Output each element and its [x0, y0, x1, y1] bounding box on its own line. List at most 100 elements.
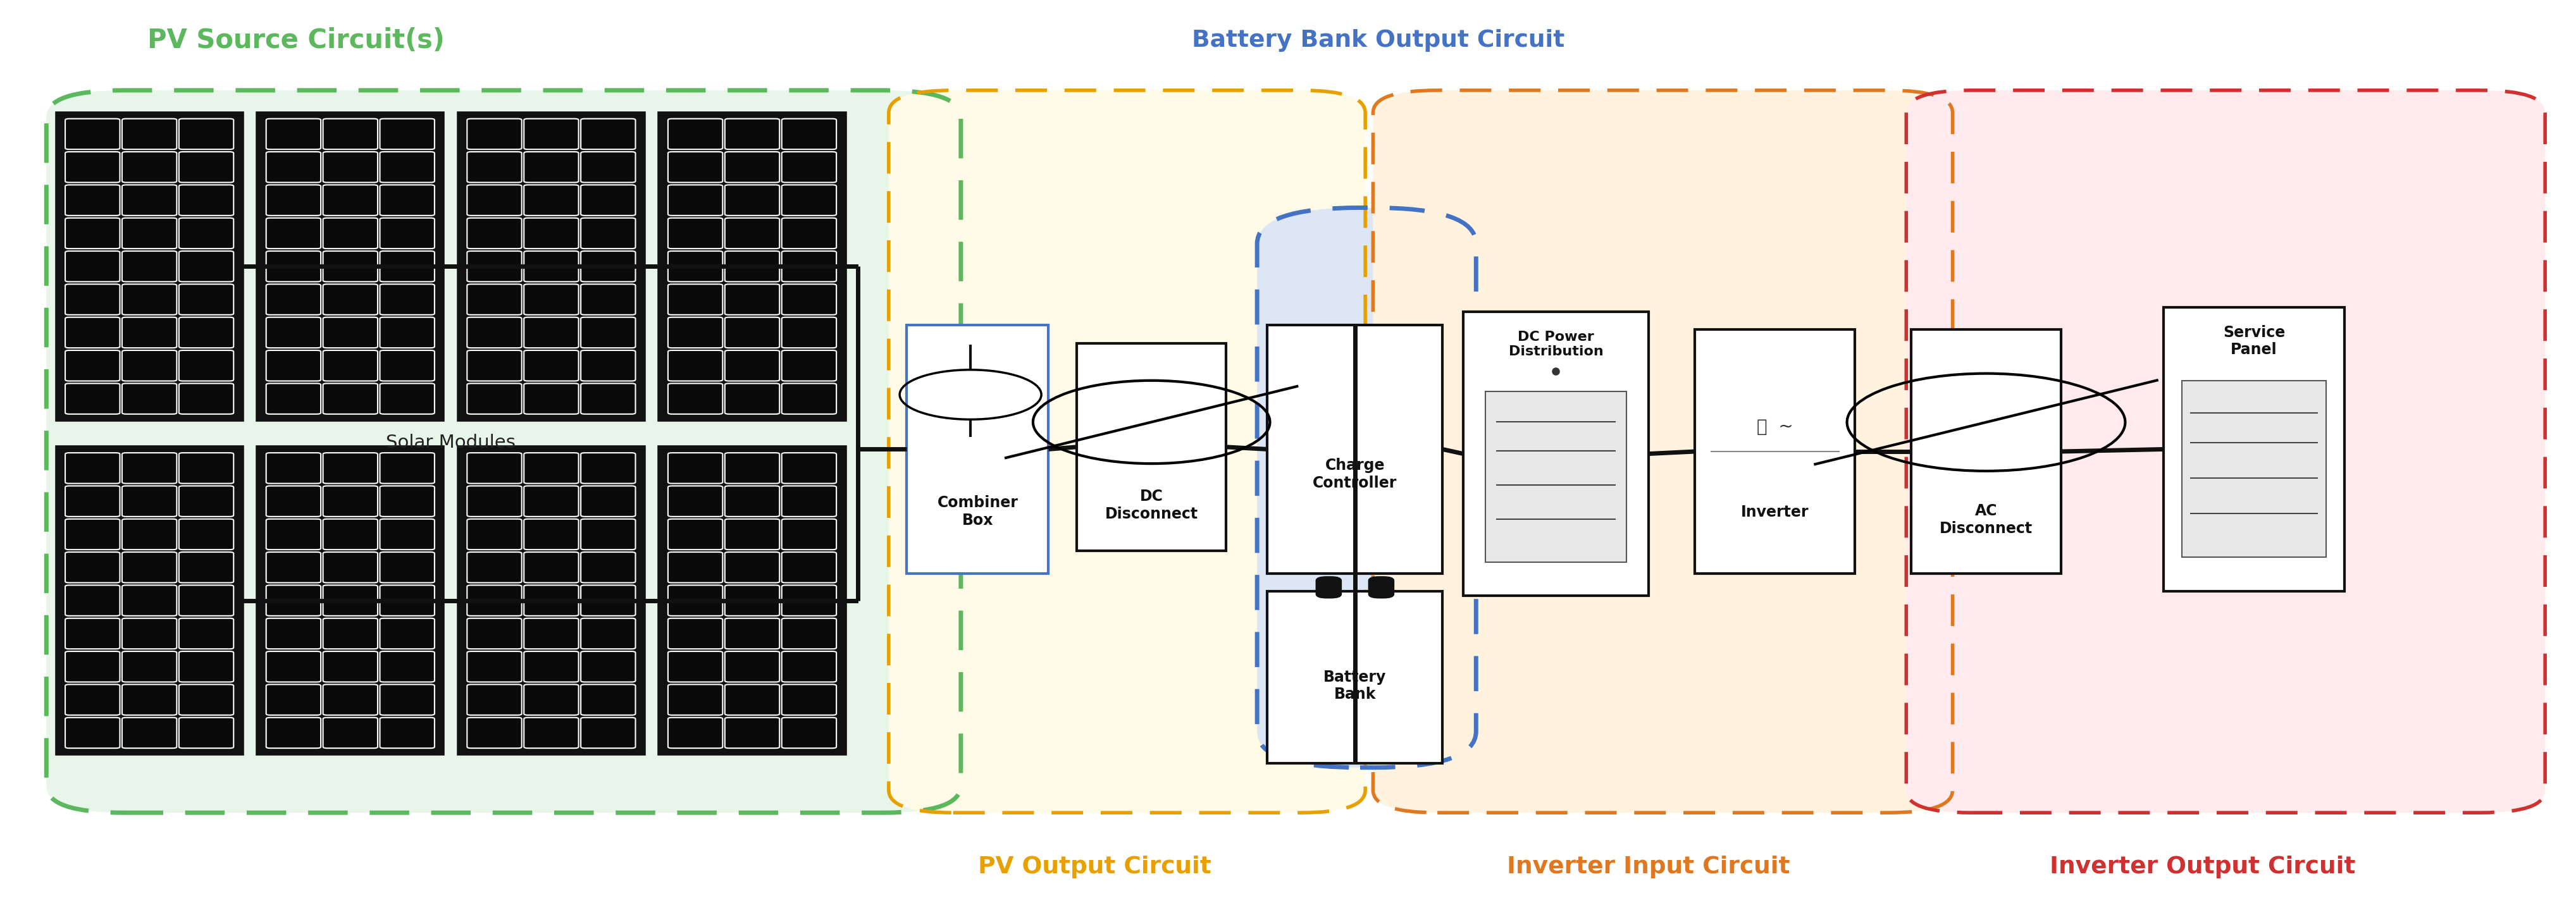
FancyBboxPatch shape — [64, 218, 121, 248]
Text: Charge
Controller: Charge Controller — [1314, 458, 1396, 490]
FancyBboxPatch shape — [265, 718, 322, 749]
FancyBboxPatch shape — [64, 486, 121, 517]
FancyBboxPatch shape — [724, 384, 781, 414]
FancyBboxPatch shape — [64, 619, 121, 649]
FancyBboxPatch shape — [781, 218, 837, 248]
FancyBboxPatch shape — [889, 90, 1365, 813]
FancyBboxPatch shape — [667, 152, 724, 182]
FancyBboxPatch shape — [523, 251, 580, 282]
FancyBboxPatch shape — [466, 284, 523, 315]
FancyBboxPatch shape — [724, 619, 781, 649]
FancyBboxPatch shape — [466, 251, 523, 282]
FancyBboxPatch shape — [1267, 325, 1443, 573]
FancyBboxPatch shape — [265, 684, 322, 715]
FancyBboxPatch shape — [265, 651, 322, 682]
FancyBboxPatch shape — [178, 452, 234, 483]
FancyBboxPatch shape — [379, 384, 435, 414]
FancyBboxPatch shape — [667, 384, 724, 414]
FancyBboxPatch shape — [781, 519, 837, 550]
FancyBboxPatch shape — [178, 585, 234, 616]
FancyBboxPatch shape — [523, 519, 580, 550]
FancyBboxPatch shape — [265, 552, 322, 582]
FancyBboxPatch shape — [322, 284, 379, 315]
FancyBboxPatch shape — [265, 452, 322, 483]
FancyBboxPatch shape — [379, 452, 435, 483]
FancyBboxPatch shape — [466, 519, 523, 550]
FancyBboxPatch shape — [64, 185, 121, 216]
FancyBboxPatch shape — [724, 118, 781, 149]
FancyBboxPatch shape — [1695, 330, 1855, 573]
FancyBboxPatch shape — [379, 519, 435, 550]
FancyBboxPatch shape — [781, 684, 837, 715]
FancyBboxPatch shape — [580, 486, 636, 517]
Text: PV Source Circuit(s): PV Source Circuit(s) — [147, 27, 446, 54]
FancyBboxPatch shape — [580, 251, 636, 282]
FancyBboxPatch shape — [466, 350, 523, 381]
FancyBboxPatch shape — [580, 152, 636, 182]
FancyBboxPatch shape — [322, 718, 379, 749]
FancyBboxPatch shape — [265, 185, 322, 216]
FancyBboxPatch shape — [781, 552, 837, 582]
FancyBboxPatch shape — [379, 651, 435, 682]
FancyBboxPatch shape — [580, 317, 636, 348]
FancyBboxPatch shape — [580, 452, 636, 483]
FancyBboxPatch shape — [781, 284, 837, 315]
FancyBboxPatch shape — [121, 317, 178, 348]
FancyBboxPatch shape — [178, 486, 234, 517]
FancyBboxPatch shape — [121, 486, 178, 517]
FancyBboxPatch shape — [322, 350, 379, 381]
FancyBboxPatch shape — [178, 152, 234, 182]
FancyBboxPatch shape — [178, 651, 234, 682]
FancyBboxPatch shape — [64, 152, 121, 182]
FancyBboxPatch shape — [265, 384, 322, 414]
FancyBboxPatch shape — [724, 486, 781, 517]
FancyBboxPatch shape — [322, 585, 379, 616]
FancyBboxPatch shape — [322, 519, 379, 550]
FancyBboxPatch shape — [523, 452, 580, 483]
FancyBboxPatch shape — [178, 384, 234, 414]
FancyBboxPatch shape — [724, 452, 781, 483]
FancyBboxPatch shape — [1373, 90, 1953, 813]
FancyBboxPatch shape — [178, 350, 234, 381]
FancyBboxPatch shape — [379, 552, 435, 582]
FancyBboxPatch shape — [781, 718, 837, 749]
Text: Combiner
Box: Combiner Box — [938, 495, 1018, 527]
FancyBboxPatch shape — [523, 317, 580, 348]
FancyBboxPatch shape — [265, 251, 322, 282]
Text: Inverter: Inverter — [1741, 505, 1808, 520]
FancyBboxPatch shape — [379, 284, 435, 315]
FancyBboxPatch shape — [724, 350, 781, 381]
FancyBboxPatch shape — [523, 284, 580, 315]
FancyBboxPatch shape — [724, 552, 781, 582]
FancyBboxPatch shape — [466, 718, 523, 749]
FancyBboxPatch shape — [322, 152, 379, 182]
FancyBboxPatch shape — [322, 185, 379, 216]
FancyBboxPatch shape — [64, 118, 121, 149]
FancyBboxPatch shape — [121, 284, 178, 315]
FancyBboxPatch shape — [667, 651, 724, 682]
FancyBboxPatch shape — [46, 90, 961, 813]
FancyBboxPatch shape — [523, 585, 580, 616]
FancyBboxPatch shape — [724, 684, 781, 715]
FancyBboxPatch shape — [724, 152, 781, 182]
FancyBboxPatch shape — [659, 447, 845, 754]
FancyBboxPatch shape — [580, 619, 636, 649]
FancyBboxPatch shape — [1316, 577, 1342, 598]
FancyBboxPatch shape — [667, 284, 724, 315]
FancyBboxPatch shape — [667, 684, 724, 715]
FancyBboxPatch shape — [523, 218, 580, 248]
FancyBboxPatch shape — [1368, 577, 1394, 598]
FancyBboxPatch shape — [667, 452, 724, 483]
FancyBboxPatch shape — [667, 619, 724, 649]
FancyBboxPatch shape — [322, 118, 379, 149]
FancyBboxPatch shape — [178, 684, 234, 715]
FancyBboxPatch shape — [64, 317, 121, 348]
FancyBboxPatch shape — [667, 251, 724, 282]
FancyBboxPatch shape — [178, 251, 234, 282]
FancyBboxPatch shape — [121, 684, 178, 715]
FancyBboxPatch shape — [178, 619, 234, 649]
FancyBboxPatch shape — [724, 519, 781, 550]
FancyBboxPatch shape — [265, 619, 322, 649]
FancyBboxPatch shape — [379, 619, 435, 649]
FancyBboxPatch shape — [178, 519, 234, 550]
